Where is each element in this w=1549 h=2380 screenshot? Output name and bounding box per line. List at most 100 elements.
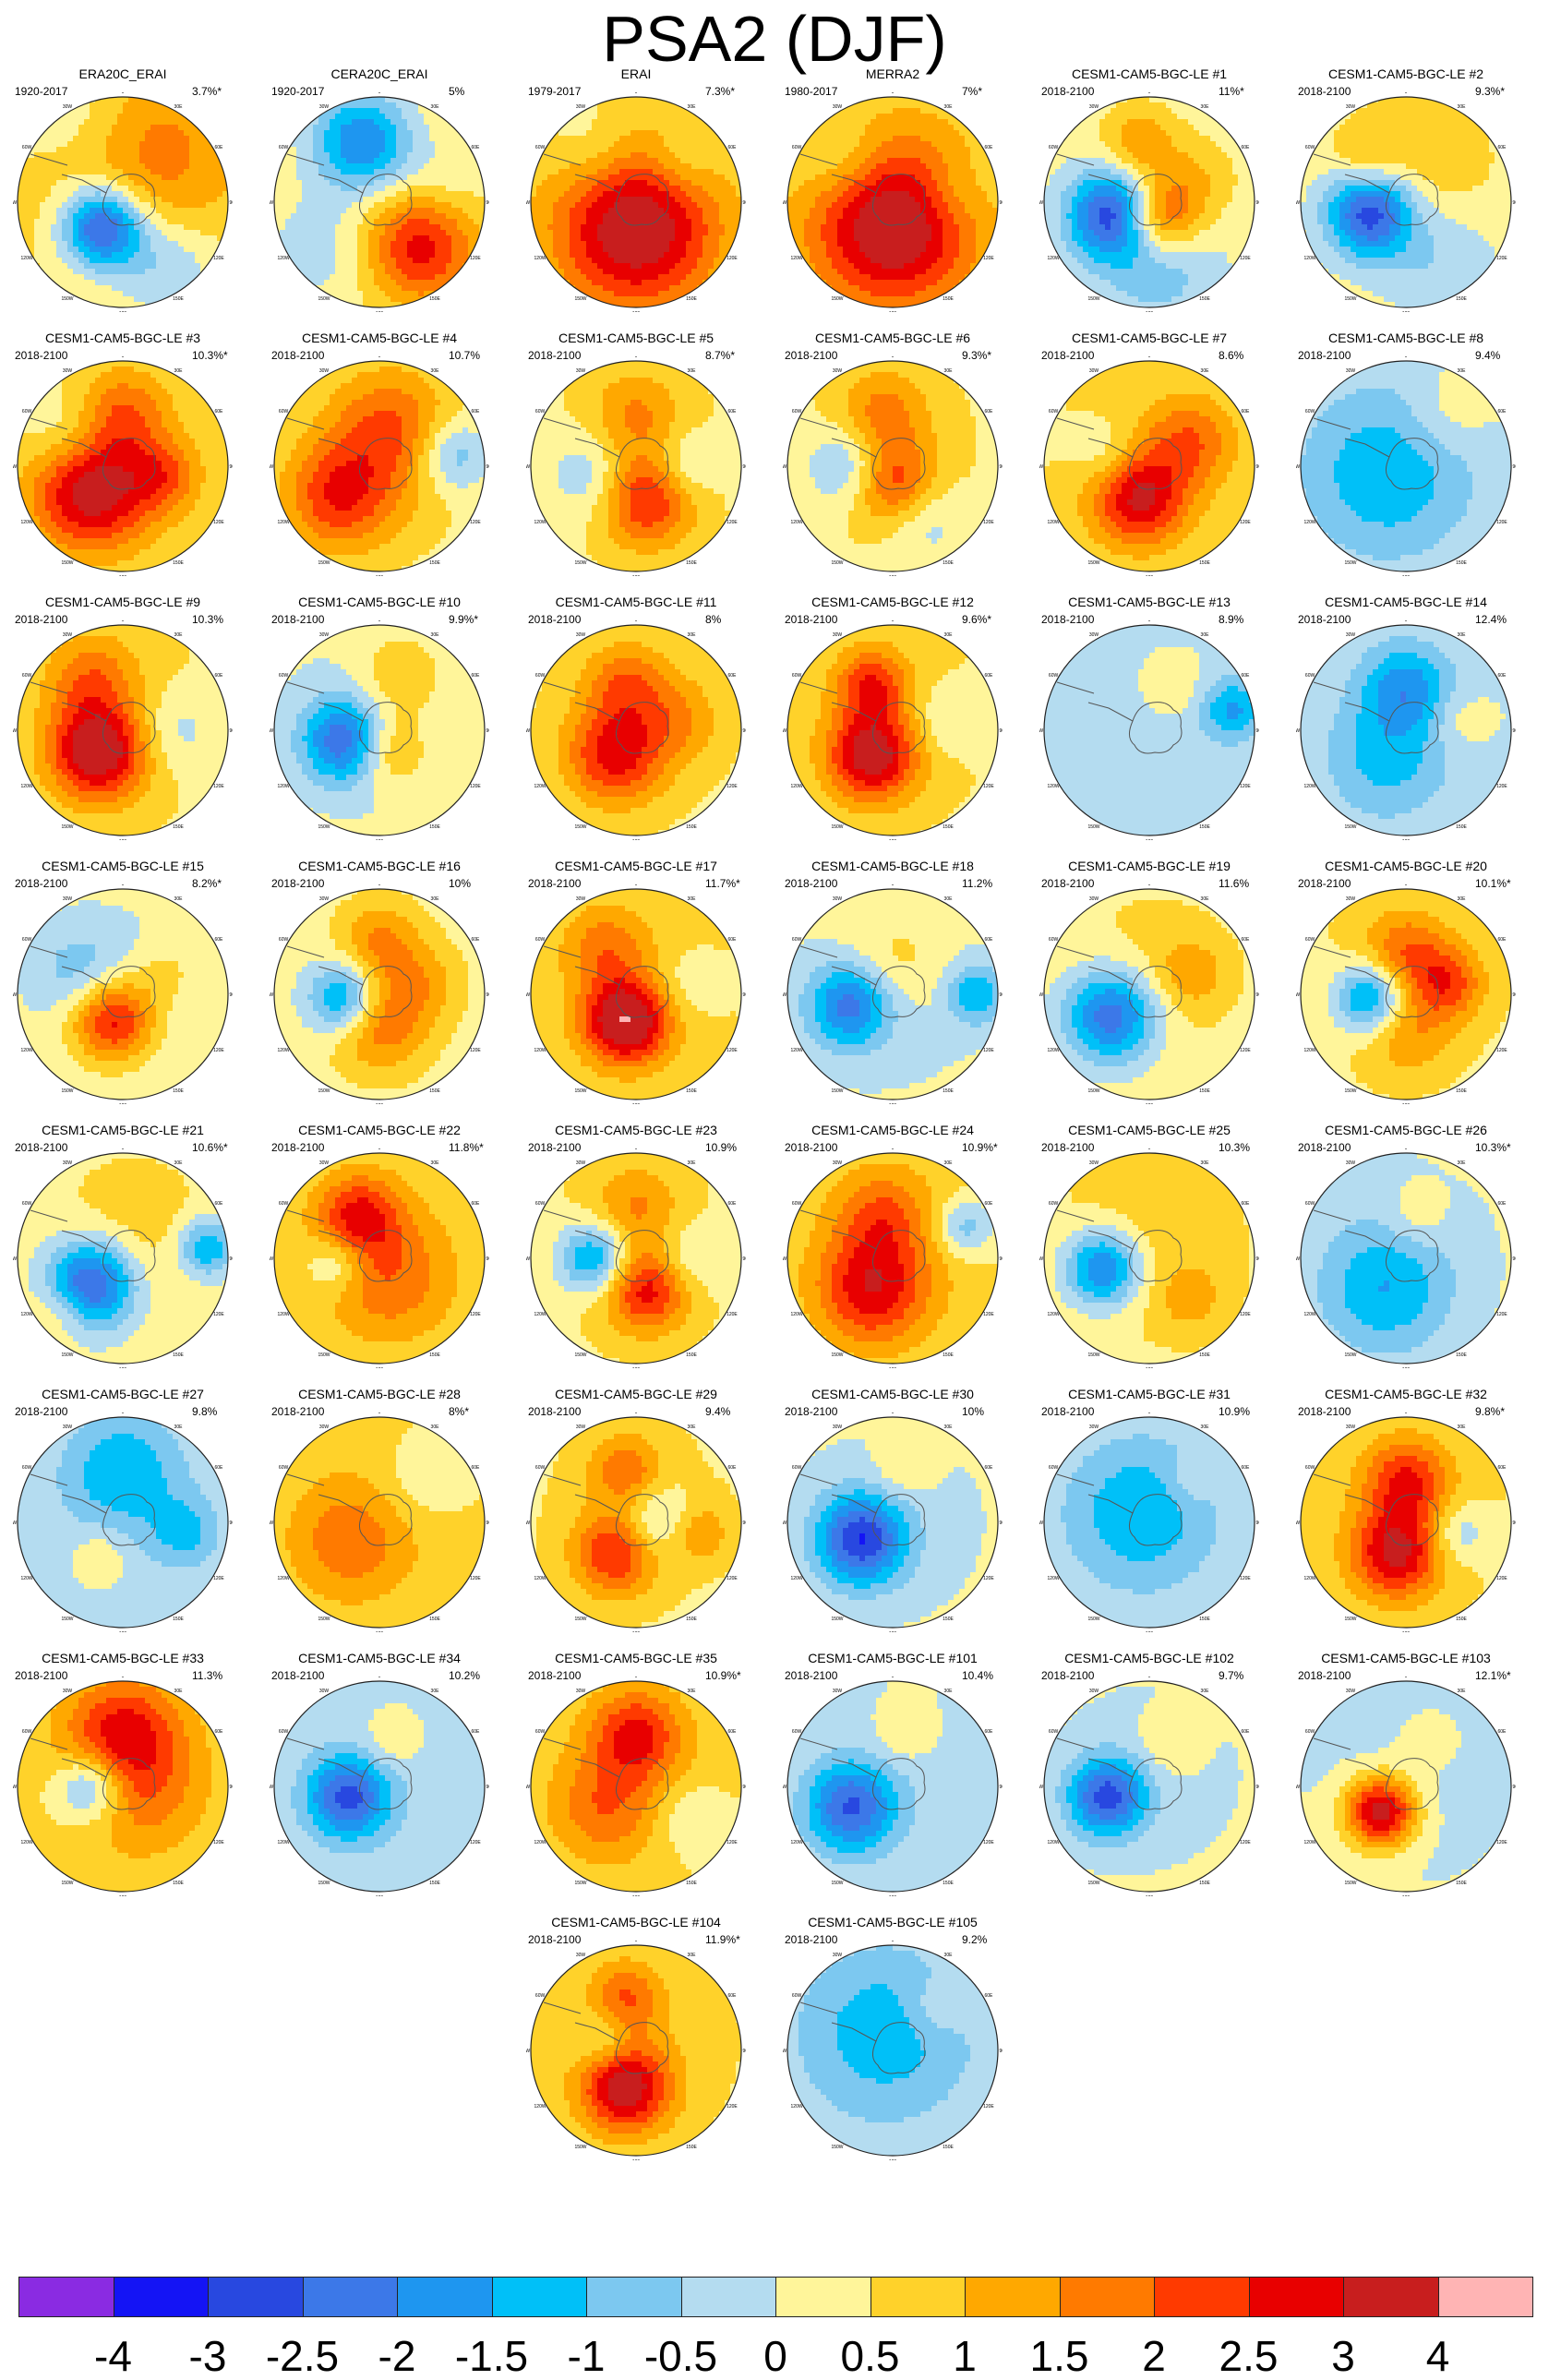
field-cell [987,136,993,142]
field-cell [396,263,402,270]
field-cell [45,141,52,148]
field-cell [112,108,118,114]
field-cell [62,147,68,153]
field-cell [468,219,474,225]
field-cell [379,158,386,164]
field-cell [123,235,129,242]
field-cell [73,230,79,236]
field-cell [184,302,190,308]
field-cell [313,252,319,258]
field-cell [424,158,430,164]
field-cell [40,180,46,186]
field-cell [112,208,118,214]
field-cell [200,119,207,126]
field-cell [614,274,620,281]
field-cell [217,280,223,286]
field-cell [658,230,665,236]
field-cell [793,102,799,109]
field-cell [29,180,35,186]
panel-title: CERA20C_ERAI [255,66,504,81]
field-cell [352,224,358,231]
field-cell [73,202,79,209]
field-cell [730,302,737,308]
field-cell [730,119,737,126]
field-cell [128,208,135,214]
field-cell [145,163,151,170]
field-cell [280,191,286,198]
field-cell [73,280,79,286]
field-cell [374,158,380,164]
field-cell [708,191,714,198]
field-cell [714,241,720,247]
field-cell [871,130,877,137]
field-cell [542,280,548,286]
field-cell [134,141,140,148]
field-cell [680,163,687,170]
field-cell [821,125,827,131]
field-cell [67,125,74,131]
field-cell [418,119,425,126]
field-cell [341,235,347,242]
field-cell [865,136,871,142]
field-cell [725,158,731,164]
field-cell [23,302,30,308]
field-cell [542,219,548,225]
field-cell [413,263,419,270]
field-cell [547,197,554,203]
field-cell [307,186,314,192]
field-cell [547,235,554,242]
field-cell [558,147,565,153]
field-cell [418,97,425,103]
field-cell [390,163,397,170]
field-cell [206,296,212,303]
field-cell [211,102,218,109]
field-cell [178,258,185,264]
field-cell [67,274,74,281]
field-cell [564,197,570,203]
field-cell [402,147,408,153]
field-cell [62,258,68,264]
field-cell [457,219,463,225]
field-cell [570,174,576,181]
field-cell [178,158,185,164]
field-cell [931,119,938,126]
field-cell [664,130,670,137]
field-cell [40,213,46,220]
field-cell [479,280,486,286]
field-cell [34,252,41,258]
field-cell [730,97,737,103]
field-cell [173,97,179,103]
field-cell [680,197,687,203]
field-cell [211,263,218,270]
field-cell [653,163,659,170]
field-cell [642,280,648,286]
field-cell [424,119,430,126]
field-cell [462,125,469,131]
field-cell [586,285,593,292]
field-cell [736,285,742,292]
field-cell [23,169,30,175]
field-cell [374,163,380,170]
field-cell [128,114,135,120]
field-cell [335,158,342,164]
field-cell [173,119,179,126]
field-cell [291,114,297,120]
field-cell [184,202,190,209]
field-cell [357,136,364,142]
field-cell [330,269,336,275]
field-cell [959,130,966,137]
field-cell [128,285,135,292]
field-cell [173,241,179,247]
field-cell [95,169,102,175]
field-cell [691,125,698,131]
field-cell [725,224,731,231]
field-cell [686,246,692,253]
field-cell [865,108,871,114]
field-cell [18,97,24,103]
field-cell [184,263,190,270]
field-cell [697,180,703,186]
field-cell [307,252,314,258]
field-cell [178,269,185,275]
field-cell [335,202,342,209]
field-cell [619,274,626,281]
